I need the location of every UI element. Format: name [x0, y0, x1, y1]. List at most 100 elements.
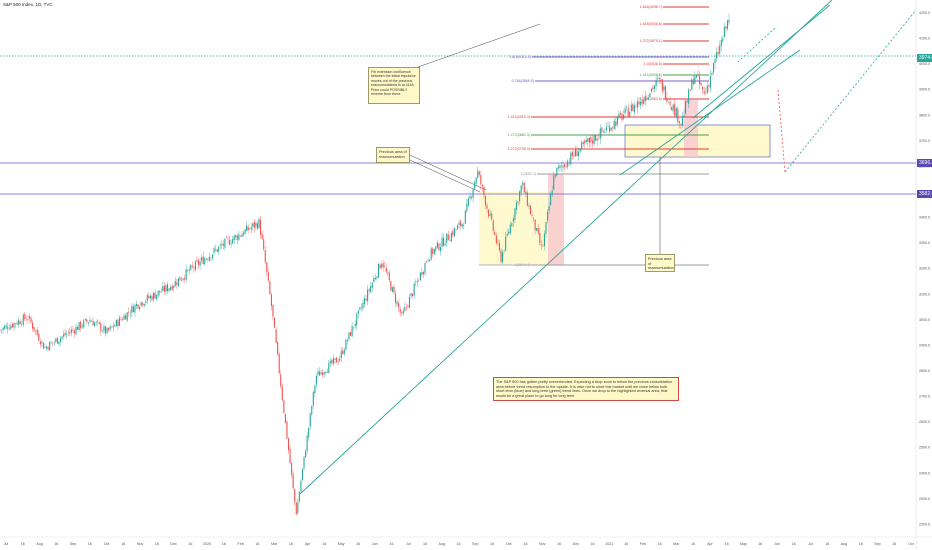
candle-body [177, 278, 179, 287]
candle-body [233, 235, 235, 241]
candle-body [408, 297, 411, 308]
candle-body [187, 270, 189, 271]
candle-body [545, 221, 547, 234]
candle-body [142, 302, 144, 306]
candle-body [225, 237, 228, 238]
candle-body [537, 228, 539, 234]
candle-body [176, 282, 178, 285]
candle-body [486, 205, 488, 209]
candle-body [391, 287, 393, 292]
candle-body [106, 328, 108, 334]
candle-body [492, 220, 494, 231]
candle-body [163, 286, 165, 292]
y-tick-label: 2400.0 [919, 471, 930, 475]
candle-body [661, 79, 663, 92]
y-tick-label: 4200.0 [919, 11, 930, 15]
candle-body [353, 326, 355, 328]
candle-body [677, 108, 679, 123]
candle-body [517, 201, 519, 203]
candle-body [484, 196, 487, 206]
candle-body [413, 284, 415, 296]
candle-body [266, 262, 268, 272]
candle-body [216, 249, 218, 252]
candle-body [725, 26, 727, 29]
candle-body [609, 126, 611, 133]
y-tick-label: 3700.0 [919, 139, 930, 143]
x-tick-label: 16 [322, 542, 326, 546]
candle-body [325, 372, 327, 374]
candle-body [472, 189, 474, 198]
candle-body [8, 329, 10, 330]
blue-level-1-tag: 3696.3 [917, 159, 932, 167]
y-tick-label: 2900.0 [919, 343, 930, 347]
x-tick-label: 16 [859, 542, 863, 546]
candle-body [166, 284, 169, 292]
candle-body [224, 238, 226, 248]
blue-level-2-tag: 3582.4 [917, 190, 932, 198]
candle-body [67, 332, 69, 333]
candle-body [153, 292, 155, 300]
candle-body [309, 413, 311, 427]
candle-body [11, 324, 13, 328]
candle-body [694, 76, 696, 84]
candle-body [579, 148, 581, 152]
candle-body [393, 286, 395, 293]
candle-body [562, 165, 564, 168]
x-tick-label: 16 [356, 542, 360, 546]
y-tick-label: 2500.0 [919, 446, 930, 450]
candle-body [533, 217, 535, 219]
summary-note[interactable]: The S&P 500 has gotten pretty overextend… [493, 377, 679, 401]
candle-body [511, 223, 513, 226]
fib-level-label: 1(3882.3) [521, 172, 536, 176]
candle-body [1, 329, 3, 331]
candle-body [180, 279, 183, 281]
candle-body [149, 295, 152, 299]
candle-body [410, 293, 412, 297]
candle-body [318, 371, 321, 376]
candle-body [576, 150, 578, 157]
candle-body [227, 238, 229, 240]
candle-body [602, 131, 604, 132]
candle-body [162, 285, 164, 291]
candle-body [415, 283, 417, 285]
confluence-note[interactable]: Fib extension confluence between the ini… [368, 67, 420, 104]
candle-body [404, 307, 406, 311]
x-tick-label: 16 [222, 542, 226, 546]
candle-body [49, 341, 51, 351]
candle-body [297, 501, 299, 514]
previous-area-note-1[interactable]: Previous area of reaccumulation [376, 147, 410, 163]
candle-body [50, 342, 52, 344]
candle-body [83, 320, 85, 328]
candle-body [453, 228, 456, 237]
previous-area-note-2[interactable]: Previous area of reaccumulation [645, 254, 675, 272]
x-tick-label: Oct [104, 542, 110, 546]
candle-body [78, 322, 80, 330]
candle-body [574, 148, 577, 157]
candle-body [314, 385, 316, 394]
candle-body [711, 72, 713, 75]
candle-body [39, 341, 41, 345]
x-tick-label: 2021 [605, 542, 613, 546]
candle-body [300, 480, 302, 492]
candle-body [185, 269, 187, 280]
candle-body [101, 331, 103, 332]
candle-body [25, 319, 27, 321]
candle-body [658, 77, 660, 79]
candle-body [636, 101, 639, 108]
candle-body [210, 257, 212, 259]
candle-body [398, 303, 400, 308]
candle-body [514, 208, 516, 220]
candle-body [289, 449, 291, 464]
candle-body [564, 164, 566, 167]
candle-body [278, 353, 280, 374]
candle-body [495, 235, 497, 244]
candle-body [33, 327, 35, 331]
candle-body [450, 232, 452, 242]
candle-body [89, 320, 91, 323]
candle-body [523, 182, 525, 193]
candle-body [306, 435, 308, 452]
candles [0, 13, 730, 516]
candle-body [21, 324, 23, 325]
candle-body [722, 38, 724, 42]
